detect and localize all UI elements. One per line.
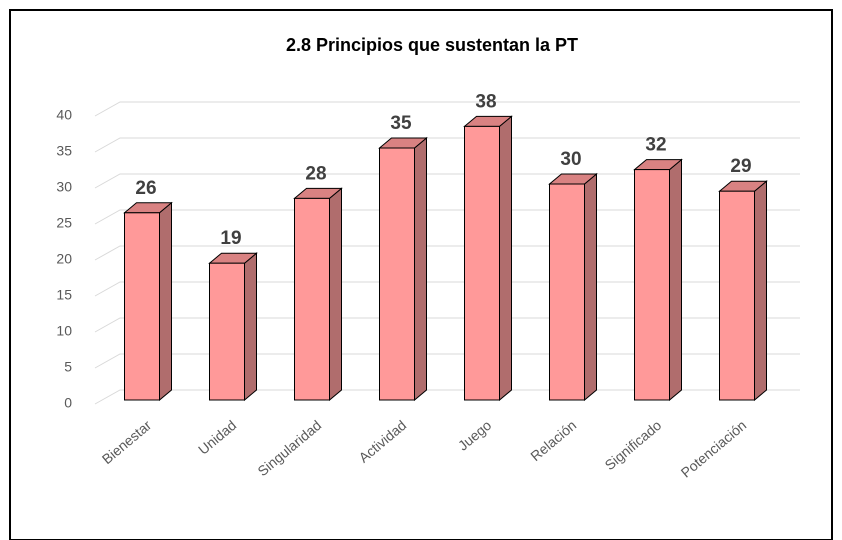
bar-side	[414, 136, 427, 402]
bar	[718, 180, 768, 402]
bar-side	[159, 201, 172, 402]
bar-side	[754, 180, 767, 402]
value-label: 38	[475, 91, 496, 112]
bar-side	[329, 187, 342, 402]
grid-line	[94, 137, 800, 153]
bar-side	[584, 172, 597, 402]
chart-title: 2.8 Principios que sustentan la PT	[286, 35, 578, 55]
bar	[378, 136, 428, 402]
bar-side	[244, 252, 257, 402]
bar	[123, 201, 173, 402]
y-tick-label: 0	[64, 395, 72, 411]
value-label: 30	[560, 149, 581, 170]
y-tick-label: 15	[56, 287, 72, 303]
bar-front	[124, 212, 160, 401]
bar-side	[499, 115, 512, 402]
bar-side	[669, 158, 682, 402]
bar-front	[719, 190, 755, 401]
y-tick-label: 10	[56, 323, 72, 339]
bar	[463, 115, 513, 402]
value-label: 32	[645, 135, 666, 156]
bar-front	[379, 147, 415, 401]
y-tick-label: 20	[56, 251, 72, 267]
bar	[633, 158, 683, 402]
y-tick-label: 5	[64, 359, 72, 375]
value-label: 26	[135, 178, 156, 199]
value-label: 29	[730, 156, 751, 177]
bar-front	[549, 183, 585, 401]
y-tick-label: 25	[56, 215, 72, 231]
bar-front	[634, 169, 670, 401]
bar	[548, 172, 598, 402]
value-label: 35	[390, 113, 412, 134]
y-tick-label: 35	[56, 143, 72, 159]
grid-line	[94, 101, 800, 117]
y-tick-label: 30	[56, 179, 72, 195]
bar-front	[294, 197, 330, 401]
bar-front	[209, 262, 245, 401]
bar	[293, 187, 343, 402]
bar	[208, 252, 258, 402]
bar-front	[464, 125, 500, 401]
value-label: 19	[220, 228, 241, 249]
y-tick-label: 40	[56, 107, 72, 123]
value-label: 28	[305, 163, 326, 184]
